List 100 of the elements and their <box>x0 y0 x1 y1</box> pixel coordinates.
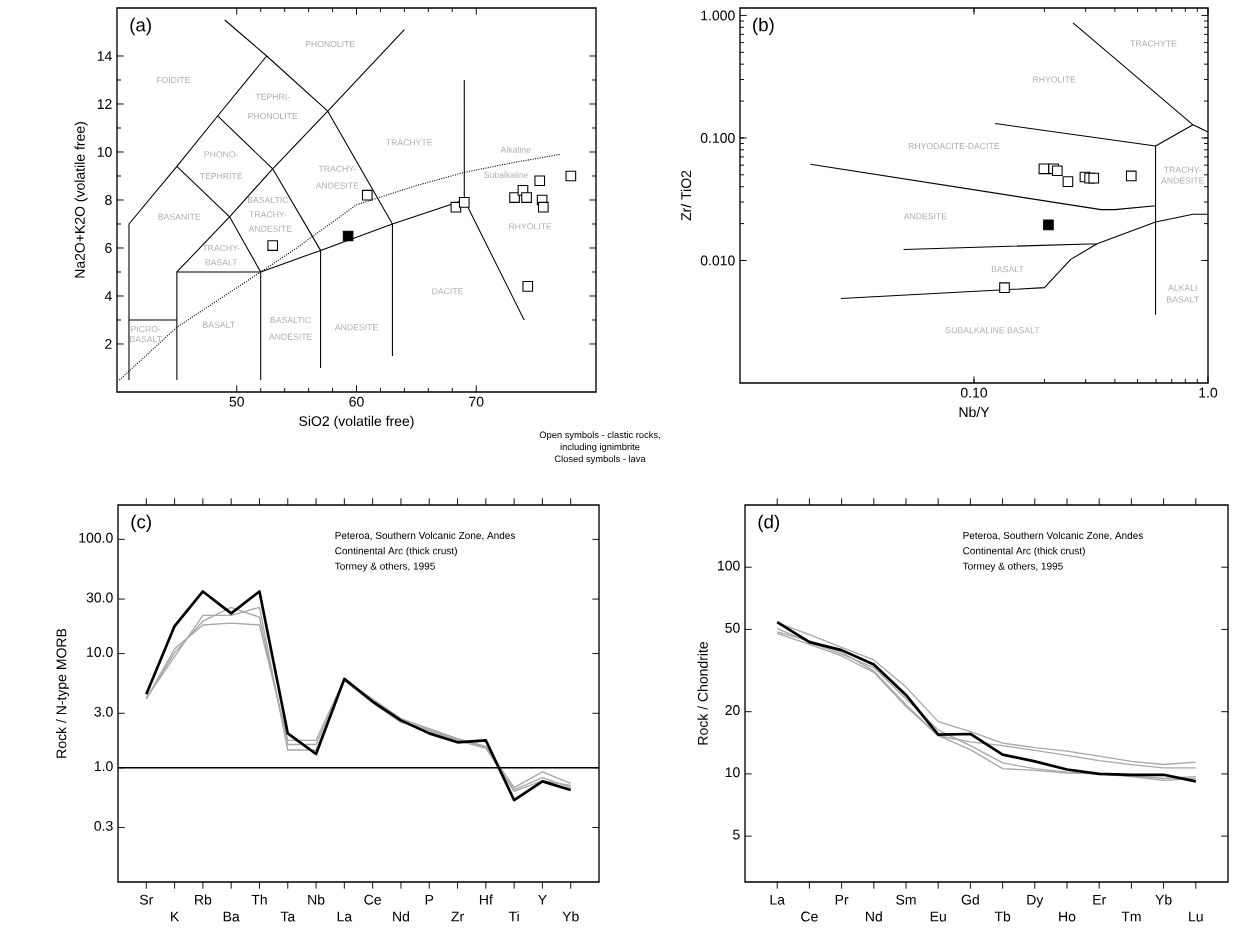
x-tick-label: Yb <box>562 911 579 922</box>
y-tick-label: 3.0 <box>94 706 113 717</box>
annotation: TEPHRITE <box>199 173 243 179</box>
x-tick-label: Zr <box>451 911 464 922</box>
annotation: TRACHY- <box>1164 166 1202 173</box>
y-tick-label: 2 <box>105 339 112 349</box>
annotation: Tormey & others, 1995 <box>962 562 1063 572</box>
annotation: BASANITE <box>158 213 201 220</box>
annotation: Peteroa, Southern Volcanic Zone, Andes <box>963 531 1143 541</box>
x-tick-label: Tb <box>994 911 1011 922</box>
x-tick-label: Eu <box>930 911 946 922</box>
annotation: TRACHY- <box>318 165 356 172</box>
annotation: BASALT <box>205 259 238 266</box>
y-tick-label: 8 <box>105 195 112 205</box>
y-tick-label: 100 <box>718 560 740 571</box>
annotation: ANDESITE <box>334 324 378 331</box>
y-tick-label: 20 <box>725 705 740 716</box>
chart-title: (b) <box>753 17 774 36</box>
y-tick-label: 4 <box>104 291 112 301</box>
y-tick-label: 1.000 <box>701 10 735 21</box>
annotation: BASALT <box>130 336 162 343</box>
x-tick-label: Hf <box>479 894 493 905</box>
y-tick-label: 0.3 <box>94 820 113 831</box>
annotation: ALKALI <box>1168 284 1197 291</box>
y-tick-label: 10 <box>97 147 112 157</box>
annotation: RHYOLITE <box>1033 76 1076 83</box>
y-tick-label: 100.0 <box>79 532 113 543</box>
y-tick-label: 30.0 <box>86 592 113 603</box>
annotation: FOIDITE <box>156 76 190 84</box>
x-axis-title: SiO2 (volatile free) <box>299 415 414 429</box>
annotation: ANDESITE <box>315 182 359 189</box>
x-tick-label: Yb <box>1155 894 1172 905</box>
annotation: SUBALKALINE BASALT <box>945 327 1040 334</box>
annotation: ANDESITE <box>1161 177 1205 184</box>
x-tick-label: K <box>171 911 180 922</box>
annotation: BASALT <box>203 321 235 328</box>
x-tick-label: Dy <box>1027 894 1044 908</box>
y-tick-label: 10 <box>725 767 740 778</box>
annotation: RHYODACITE-DACITE <box>908 142 1000 150</box>
y-axis-title: Rock / N-type MORB <box>56 628 70 758</box>
text: Open symbols - clastic rocks, <box>539 431 660 440</box>
y-axis-title: Na2O+K2O (volatile free) <box>74 122 88 278</box>
chart-title: (a) <box>130 17 151 36</box>
x-tick-label: Tm <box>1121 911 1141 922</box>
y-axis-title: Zr/ TiO2 <box>680 170 692 221</box>
annotation: RHYOLITE <box>509 223 552 230</box>
x-tick-label: Rb <box>195 894 212 905</box>
annotation: TRACHY- <box>202 244 240 252</box>
x-tick-label: Er <box>1093 894 1106 905</box>
y-tick-label: 10.0 <box>87 647 113 657</box>
annotation: DACITE <box>432 288 464 295</box>
y-tick-label: 0.010 <box>700 255 735 266</box>
annotation: Subalkaline <box>484 171 529 178</box>
x-tick-label: Ce <box>801 911 818 922</box>
annotation: ANDESITE <box>248 225 292 232</box>
annotation: PHONO- <box>204 151 239 158</box>
x-tick-label: Nd <box>866 911 882 922</box>
x-tick-label: La <box>770 894 785 905</box>
x-tick-label: 50 <box>229 396 244 407</box>
y-tick-label: 6 <box>105 243 112 253</box>
annotation: Peteroa, Southern Volcanic Zone, Andes <box>335 531 516 541</box>
x-tick-label: Ti <box>508 911 519 922</box>
x-tick-label: Ce <box>364 894 381 905</box>
x-tick-label: Y <box>538 894 547 905</box>
x-tick-label: Lu <box>1189 911 1203 922</box>
annotation: PHONOLITE <box>305 40 355 48</box>
annotation: Tormey & others, 1995 <box>334 562 435 572</box>
y-tick-label: 0.100 <box>700 133 735 143</box>
annotation: ANDESITE <box>903 213 947 220</box>
annotation: Alkaline <box>500 146 531 153</box>
y-tick-label: 12 <box>97 99 112 109</box>
x-tick-label: Pr <box>835 894 849 905</box>
x-tick-label: Sm <box>896 894 916 905</box>
annotation: PICRO- <box>131 326 161 333</box>
y-axis-title: Rock / Chondrite <box>697 642 708 745</box>
x-tick-label: P <box>425 894 434 905</box>
x-tick-label: Sr <box>139 894 154 905</box>
annotation: BASALT <box>1167 296 1199 303</box>
x-tick-label: Gd <box>961 894 979 905</box>
x-tick-label: Ba <box>223 911 240 922</box>
x-tick-label: La <box>337 911 353 922</box>
annotation: TEPHRI- <box>255 93 290 100</box>
x-tick-label: Nb <box>308 894 325 905</box>
chart-title: (c) <box>131 514 151 533</box>
y-tick-label: 14 <box>97 51 112 61</box>
x-tick-label: 0.10 <box>960 387 988 398</box>
annotation: TRACHYTE <box>386 139 433 146</box>
x-tick-label: Th <box>251 894 267 905</box>
y-tick-label: 5 <box>733 829 740 840</box>
annotation: TRACHY- <box>249 211 287 218</box>
annotation: BASALTIC <box>247 196 289 204</box>
x-tick-label: Ta <box>280 911 296 922</box>
annotation: Continental Arc (thick crust) <box>335 546 457 557</box>
y-tick-label: 1.0 <box>94 761 113 772</box>
x-tick-label: Nd <box>393 911 409 922</box>
x-tick-label: 60 <box>349 396 364 407</box>
x-axis-title: Nb/Y <box>959 406 990 418</box>
text: including ignimbrite <box>560 443 640 452</box>
annotation: PHONOLITE <box>248 112 298 120</box>
annotation: Continental Arc (thick crust) <box>963 547 1085 557</box>
